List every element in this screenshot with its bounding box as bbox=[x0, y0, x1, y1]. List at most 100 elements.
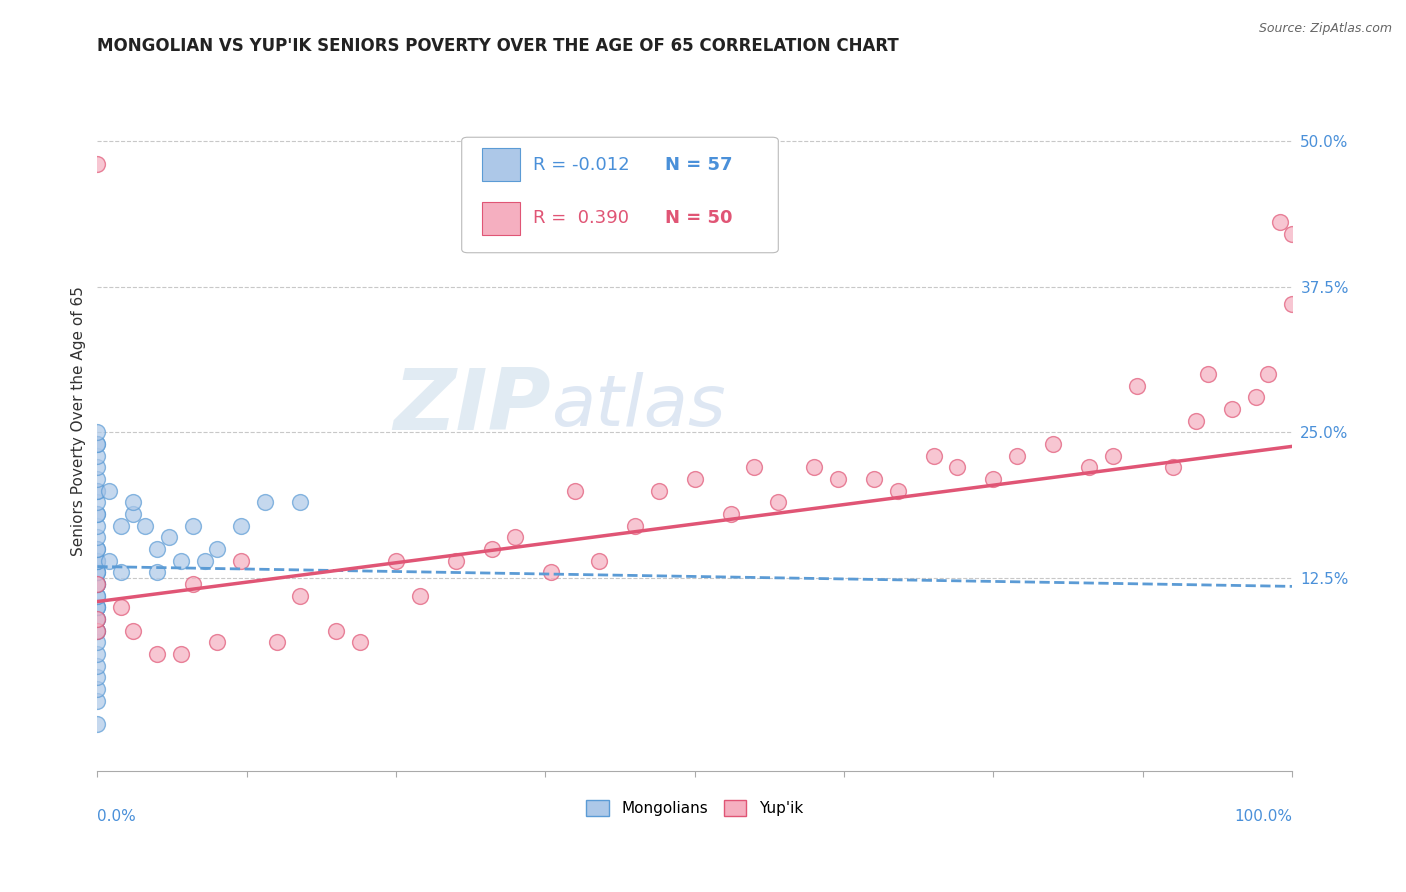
Text: Source: ZipAtlas.com: Source: ZipAtlas.com bbox=[1258, 22, 1392, 36]
Text: ZIP: ZIP bbox=[394, 365, 551, 448]
Point bbox=[1268, 215, 1291, 229]
Text: R =  0.390: R = 0.390 bbox=[533, 210, 630, 227]
Point bbox=[1042, 437, 1064, 451]
Text: N = 57: N = 57 bbox=[665, 155, 733, 174]
Point bbox=[720, 507, 742, 521]
Point bbox=[481, 542, 503, 557]
Point bbox=[122, 507, 145, 521]
Point bbox=[170, 554, 193, 568]
Point bbox=[86, 483, 108, 498]
Point bbox=[86, 658, 108, 673]
Point bbox=[540, 566, 562, 580]
Text: atlas: atlas bbox=[551, 372, 725, 442]
Point bbox=[122, 495, 145, 509]
Point bbox=[205, 542, 228, 557]
Point bbox=[86, 600, 108, 615]
Point bbox=[86, 577, 108, 591]
Point bbox=[86, 717, 108, 731]
Point bbox=[1197, 367, 1219, 381]
Point bbox=[86, 624, 108, 638]
Point bbox=[349, 635, 371, 649]
Point bbox=[86, 612, 108, 626]
Point bbox=[505, 530, 527, 544]
Point bbox=[86, 566, 108, 580]
Point bbox=[922, 449, 945, 463]
Point bbox=[1125, 378, 1147, 392]
Point bbox=[744, 460, 766, 475]
Point bbox=[624, 518, 647, 533]
Point bbox=[409, 589, 432, 603]
Point bbox=[122, 624, 145, 638]
Text: MONGOLIAN VS YUP'IK SENIORS POVERTY OVER THE AGE OF 65 CORRELATION CHART: MONGOLIAN VS YUP'IK SENIORS POVERTY OVER… bbox=[97, 37, 898, 55]
Point bbox=[946, 460, 969, 475]
Point bbox=[444, 554, 467, 568]
Point bbox=[86, 507, 108, 521]
Point bbox=[110, 566, 132, 580]
Point bbox=[86, 624, 108, 638]
Bar bbox=[482, 202, 520, 235]
Point bbox=[194, 554, 217, 568]
Point bbox=[564, 483, 586, 498]
Point bbox=[86, 681, 108, 696]
Point bbox=[86, 437, 108, 451]
Point bbox=[86, 530, 108, 544]
Bar bbox=[482, 148, 520, 181]
Point bbox=[86, 157, 108, 171]
Point bbox=[86, 647, 108, 661]
Point bbox=[86, 507, 108, 521]
Point bbox=[134, 518, 156, 533]
Point bbox=[98, 483, 121, 498]
Text: R = -0.012: R = -0.012 bbox=[533, 155, 630, 174]
Point bbox=[325, 624, 347, 638]
Point bbox=[887, 483, 910, 498]
Point bbox=[86, 624, 108, 638]
Point bbox=[86, 600, 108, 615]
Point bbox=[290, 495, 312, 509]
Point bbox=[290, 589, 312, 603]
Point bbox=[86, 542, 108, 557]
Point bbox=[803, 460, 825, 475]
Point bbox=[86, 460, 108, 475]
Point bbox=[588, 554, 610, 568]
Point bbox=[86, 495, 108, 509]
Point bbox=[229, 518, 252, 533]
Point bbox=[86, 554, 108, 568]
Point bbox=[1281, 297, 1303, 311]
Point bbox=[181, 518, 204, 533]
Point bbox=[86, 472, 108, 486]
Point bbox=[1161, 460, 1184, 475]
Point bbox=[146, 566, 169, 580]
Point bbox=[253, 495, 276, 509]
Point bbox=[86, 694, 108, 708]
Point bbox=[86, 554, 108, 568]
Y-axis label: Seniors Poverty Over the Age of 65: Seniors Poverty Over the Age of 65 bbox=[72, 285, 86, 556]
Point bbox=[1077, 460, 1099, 475]
Point bbox=[1185, 414, 1208, 428]
Point bbox=[205, 635, 228, 649]
Point bbox=[86, 483, 108, 498]
Point bbox=[86, 670, 108, 684]
Point bbox=[181, 577, 204, 591]
Point bbox=[863, 472, 886, 486]
Point bbox=[86, 566, 108, 580]
Point bbox=[1281, 227, 1303, 241]
Point bbox=[157, 530, 180, 544]
Point bbox=[110, 600, 132, 615]
Point bbox=[648, 483, 671, 498]
Text: 100.0%: 100.0% bbox=[1234, 809, 1292, 824]
Point bbox=[1101, 449, 1123, 463]
Text: N = 50: N = 50 bbox=[665, 210, 733, 227]
Point bbox=[827, 472, 849, 486]
Point bbox=[1244, 391, 1267, 405]
Point bbox=[768, 495, 790, 509]
Point bbox=[86, 577, 108, 591]
Point bbox=[1005, 449, 1028, 463]
Point bbox=[86, 589, 108, 603]
Point bbox=[385, 554, 408, 568]
Point bbox=[146, 647, 169, 661]
Point bbox=[86, 577, 108, 591]
Point bbox=[86, 612, 108, 626]
Point bbox=[266, 635, 288, 649]
Point bbox=[229, 554, 252, 568]
Legend: Mongolians, Yup'ik: Mongolians, Yup'ik bbox=[581, 795, 808, 822]
